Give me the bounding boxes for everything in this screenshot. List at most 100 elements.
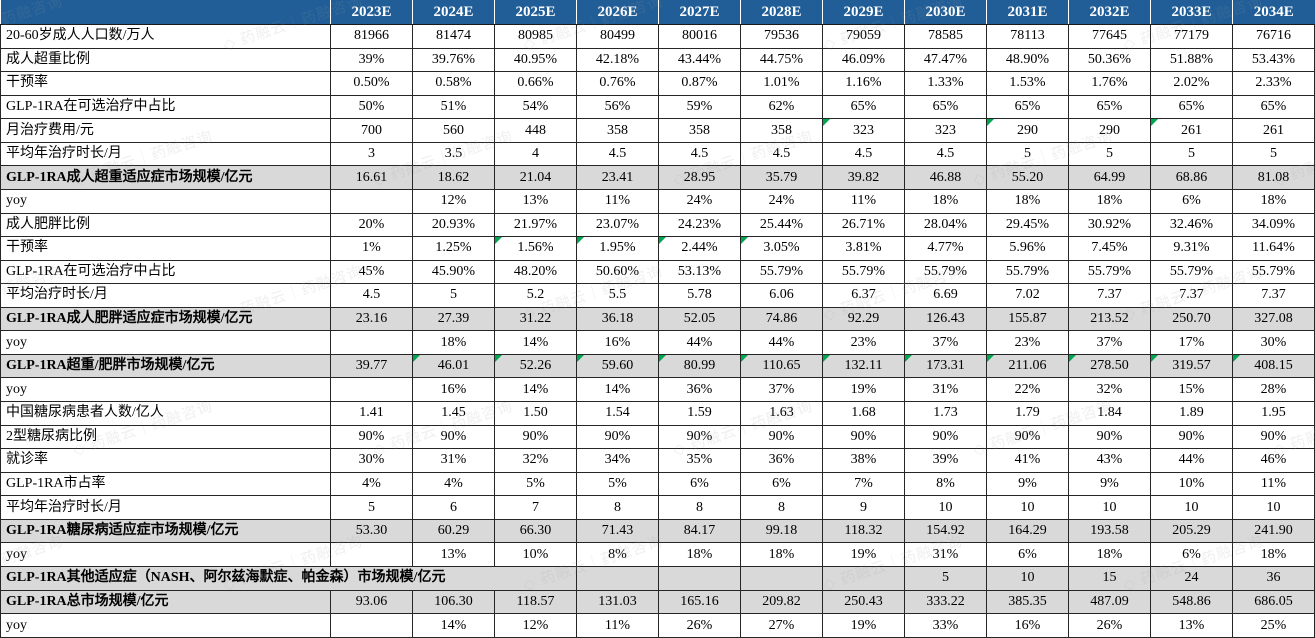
cell: 71.43 (576, 518, 659, 544)
cell: 16.61 (330, 165, 413, 190)
table-row: 月治疗费用/元 700 560 448 358 358 358 323 323 290 290 261… (0, 118, 1315, 143)
cell: 6% (986, 542, 1069, 567)
cell: 22% (986, 377, 1069, 402)
cell: 358 (576, 118, 659, 143)
cell: 90% (740, 424, 823, 450)
table-row: 中国糖尿病患者人数/亿人 1.41 1.45 1.50 1.54 1.59 1.63 1.68… (0, 401, 1315, 426)
cell: 18% (740, 542, 823, 567)
cell: 46.09% (822, 47, 905, 73)
table-row: 干预率 0.50% 0.58% 0.66% 0.76% 0.87% 1.01% 1.16% 1.… (0, 71, 1315, 96)
cell: 90% (1150, 424, 1233, 450)
cell: 358 (740, 118, 823, 143)
cell: 12% (494, 613, 577, 638)
table-row: GLP-1RA总市场规模/亿元 93.06 106.30 118.57 131.03 16… (0, 589, 1315, 615)
row-label: yoy (0, 613, 331, 638)
cell: 32.46% (1150, 212, 1233, 238)
cell: 77179 (1150, 24, 1233, 49)
cell: 90% (986, 424, 1069, 450)
cell: 4.5 (904, 141, 987, 167)
cell: 30.92% (1068, 212, 1151, 238)
cell: 60.29 (412, 518, 495, 544)
cell: 27% (740, 613, 823, 638)
cell: 53.43% (1232, 47, 1315, 73)
cell: 50% (330, 94, 413, 120)
cell: 4% (412, 471, 495, 497)
cell: 65% (1232, 94, 1315, 120)
cell: 32% (1068, 377, 1151, 402)
cell: 18% (1068, 542, 1151, 567)
row-label: GLP-1RA成人肥胖适应症市场规模/亿元 (0, 306, 331, 332)
cell: 14% (576, 377, 659, 402)
cell: 66.30 (494, 518, 577, 544)
cell: 23.07% (576, 212, 659, 238)
cell: 250.43 (822, 589, 905, 615)
cell: 64.99 (1068, 165, 1151, 190)
comment-indicator-icon (823, 119, 830, 127)
cell: 5 (1232, 141, 1315, 167)
row-label: GLP-1RA其他适应症（NASH、阿尔兹海默症、帕金森）市场规模/亿元 (0, 565, 577, 591)
cell: 1.16% (822, 71, 905, 96)
cell: 44% (1150, 448, 1233, 473)
cell: 0.87% (658, 71, 741, 96)
cell: 0.58% (412, 71, 495, 96)
cell: 54% (494, 94, 577, 120)
comment-indicator-icon (1151, 119, 1158, 127)
cell: 4.5 (330, 283, 413, 308)
row-label: 2型糖尿病比例 (0, 424, 331, 450)
row-label: GLP-1RA在可选治疗中占比 (0, 259, 331, 285)
cell: 5 (1150, 141, 1233, 167)
cell: 52.05 (658, 306, 741, 332)
row-label: yoy (0, 542, 331, 567)
cell: 13% (412, 542, 495, 567)
cell: 319.57 (1150, 353, 1233, 379)
cell: 52.26 (494, 353, 577, 379)
cell: 21.04 (494, 165, 577, 190)
cell: 1.63 (740, 401, 823, 426)
cell: 1.53% (986, 71, 1069, 96)
cell: 0.50% (330, 71, 413, 96)
cell: 51% (412, 94, 495, 120)
cell: 5% (494, 471, 577, 497)
cell: 92.29 (822, 306, 905, 332)
cell: 28.95 (658, 165, 741, 190)
table-row: 干预率 1% 1.25% 1.56% 1.95% 2.44% 3.05% 3.81% 4.77%… (0, 236, 1315, 261)
cell: 250.70 (1150, 306, 1233, 332)
cell: 333.22 (904, 589, 987, 615)
cell: 211.06 (986, 353, 1069, 379)
cell: 4.5 (576, 141, 659, 167)
cell: 1.54 (576, 401, 659, 426)
cell: 10% (494, 542, 577, 567)
cell (576, 565, 659, 591)
cell: 78585 (904, 24, 987, 49)
cell: 1.41 (330, 401, 413, 426)
cell: 39.76% (412, 47, 495, 73)
cell: 36.18 (576, 306, 659, 332)
table-row: GLP-1RA在可选治疗中占比 45% 45.90% 48.20% 50.60% 53.1… (0, 259, 1315, 285)
cell: 74.86 (740, 306, 823, 332)
cell: 1.33% (904, 71, 987, 96)
cell: 10 (986, 495, 1069, 520)
cell: 7.45% (1068, 236, 1151, 261)
cell: 4% (330, 471, 413, 497)
cell: 84.17 (658, 518, 741, 544)
cell: 55.20 (986, 165, 1069, 190)
cell: 45.90% (412, 259, 495, 285)
cell: 53.13% (658, 259, 741, 285)
cell: 90% (330, 424, 413, 450)
cell: 90% (658, 424, 741, 450)
cell: 44% (740, 330, 823, 355)
cell: 5% (576, 471, 659, 497)
cell: 24% (658, 188, 741, 214)
row-label: GLP-1RA总市场规模/亿元 (0, 589, 331, 615)
cell: 26% (658, 613, 741, 638)
cell: 14% (412, 613, 495, 638)
cell: 23% (822, 330, 905, 355)
cell: 18% (1232, 542, 1315, 567)
cell: 3.05% (740, 236, 823, 261)
table-row: 2型糖尿病比例 90% 90% 90% 90% 90% 90% 90% 90% 90% 90% 90%… (0, 424, 1315, 450)
cell: 48.90% (986, 47, 1069, 73)
cell: 65% (1068, 94, 1151, 120)
cell: 20% (330, 212, 413, 238)
col-header-2028e: 2028E (740, 0, 823, 25)
cell: 39% (904, 448, 987, 473)
